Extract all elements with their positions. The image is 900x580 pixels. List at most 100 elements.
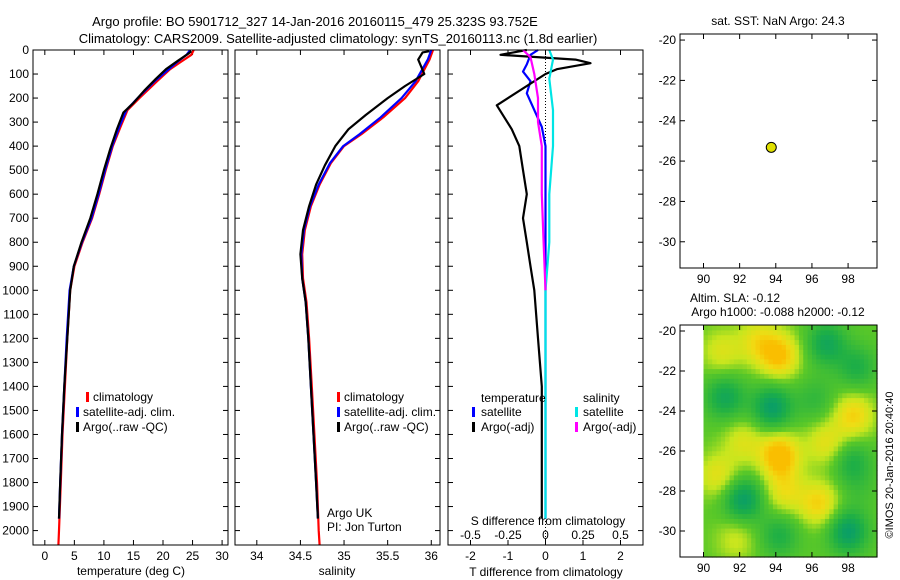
heatmap-cell bbox=[855, 474, 861, 481]
heatmap-cell bbox=[863, 339, 869, 345]
heatmap-cell bbox=[777, 368, 783, 374]
heatmap-cell bbox=[716, 329, 722, 336]
heatmap-cell bbox=[742, 358, 748, 365]
heatmap-cell bbox=[751, 532, 757, 539]
heatmap-cell bbox=[824, 470, 830, 476]
heatmap-cell bbox=[803, 441, 809, 447]
heatmap-cell bbox=[768, 397, 774, 403]
heatmap-cell bbox=[842, 484, 848, 490]
heatmap-cell bbox=[837, 354, 843, 360]
heatmap-cell bbox=[872, 465, 878, 471]
heatmap-cell bbox=[742, 508, 748, 515]
heatmap-cell bbox=[811, 436, 817, 442]
heatmap-cell bbox=[785, 426, 791, 432]
heatmap-cell bbox=[859, 344, 865, 350]
heatmap-cell bbox=[764, 392, 770, 399]
heatmap-cell bbox=[777, 373, 783, 379]
heatmap-cell bbox=[759, 552, 765, 558]
heatmap-cell bbox=[772, 455, 778, 461]
heatmap-cell bbox=[742, 547, 748, 553]
x-tick-label: 92 bbox=[733, 561, 747, 575]
heatmap-cell bbox=[842, 465, 848, 471]
heatmap-cell bbox=[816, 532, 822, 539]
heatmap-cell bbox=[759, 518, 765, 524]
heatmap-cell bbox=[725, 334, 731, 341]
heatmap-cell bbox=[807, 508, 813, 515]
heatmap-cell bbox=[794, 387, 800, 394]
heatmap-cell bbox=[829, 363, 835, 370]
heatmap-cell bbox=[846, 484, 852, 490]
heatmap-cell bbox=[794, 528, 800, 534]
heatmap-cell bbox=[707, 518, 713, 524]
heatmap-cell bbox=[811, 373, 817, 379]
heatmap-cell bbox=[777, 416, 783, 423]
heatmap-cell bbox=[829, 508, 835, 515]
heatmap-cell bbox=[820, 363, 826, 370]
heatmap-cell bbox=[751, 547, 757, 553]
heatmap-cell bbox=[846, 412, 852, 418]
heatmap-cell bbox=[868, 349, 874, 355]
heatmap-cell bbox=[833, 528, 839, 534]
heatmap-cell bbox=[837, 537, 843, 544]
heatmap-cell bbox=[859, 421, 865, 428]
heatmap-cell bbox=[725, 416, 731, 423]
heatmap-cell bbox=[759, 344, 765, 350]
heatmap-cell bbox=[833, 402, 839, 408]
heatmap-cell bbox=[733, 552, 739, 558]
heatmap-cell bbox=[798, 508, 804, 515]
heatmap-cell bbox=[777, 470, 783, 476]
heatmap-cell bbox=[755, 436, 761, 442]
heatmap-cell bbox=[794, 431, 800, 437]
heatmap-cell bbox=[842, 508, 848, 515]
heatmap-cell bbox=[798, 528, 804, 534]
y-tick-label: 200 bbox=[9, 91, 29, 105]
heatmap-cell bbox=[833, 489, 839, 495]
heatmap-cell bbox=[811, 431, 817, 437]
heatmap-cell bbox=[798, 441, 804, 447]
heatmap-cell bbox=[712, 368, 718, 374]
heatmap-cell bbox=[794, 513, 800, 519]
heatmap-cell bbox=[820, 455, 826, 461]
heatmap-cell bbox=[742, 484, 748, 490]
heatmap-cell bbox=[707, 513, 713, 519]
heatmap-cell bbox=[872, 344, 878, 350]
heatmap-cell bbox=[768, 421, 774, 428]
y-tick-label: 2000 bbox=[2, 524, 29, 538]
heatmap-cell bbox=[868, 523, 874, 529]
difference-legend: temperature salinity satellite Argo(-adj… bbox=[472, 391, 636, 434]
heatmap-cell bbox=[712, 474, 718, 481]
heatmap-cell bbox=[816, 339, 822, 345]
legend-label-climatology: climatology bbox=[93, 390, 153, 404]
heatmap-cell bbox=[807, 532, 813, 539]
heatmap-cell bbox=[842, 354, 848, 360]
heatmap-cell bbox=[863, 537, 869, 544]
heatmap-cell bbox=[716, 508, 722, 515]
heatmap-cell bbox=[803, 503, 809, 510]
heatmap-cell bbox=[846, 378, 852, 384]
heatmap-cell bbox=[716, 494, 722, 500]
heatmap-cell bbox=[790, 479, 796, 486]
heatmap-cell bbox=[855, 416, 861, 423]
heatmap-cell bbox=[816, 474, 822, 481]
heatmap-cell bbox=[725, 397, 731, 403]
sst-map-panel: sat. SST: NaN Argo: 24.3 90 92 94 96 98-20-2… bbox=[659, 14, 878, 286]
sst-map-ticks: 90 92 94 96 98-20-22-24-26-28-30 bbox=[659, 33, 877, 286]
heatmap-cell bbox=[703, 479, 709, 486]
heatmap-cell bbox=[837, 426, 843, 432]
heatmap-cell bbox=[768, 547, 774, 553]
heatmap-cell bbox=[716, 325, 722, 331]
heatmap-cell bbox=[824, 503, 830, 510]
heatmap-cell bbox=[725, 552, 731, 558]
heatmap-cell bbox=[751, 354, 757, 360]
heatmap-cell bbox=[785, 339, 791, 345]
heatmap-cell bbox=[781, 368, 787, 374]
heatmap-cell bbox=[746, 349, 752, 355]
heatmap-cell bbox=[725, 532, 731, 539]
heatmap-cell bbox=[768, 426, 774, 432]
heatmap-cell bbox=[781, 421, 787, 428]
heatmap-cell bbox=[803, 479, 809, 486]
heatmap-cell bbox=[794, 474, 800, 481]
heatmap-cell bbox=[798, 344, 804, 350]
heatmap-cell bbox=[772, 412, 778, 418]
heatmap-cell bbox=[764, 368, 770, 374]
